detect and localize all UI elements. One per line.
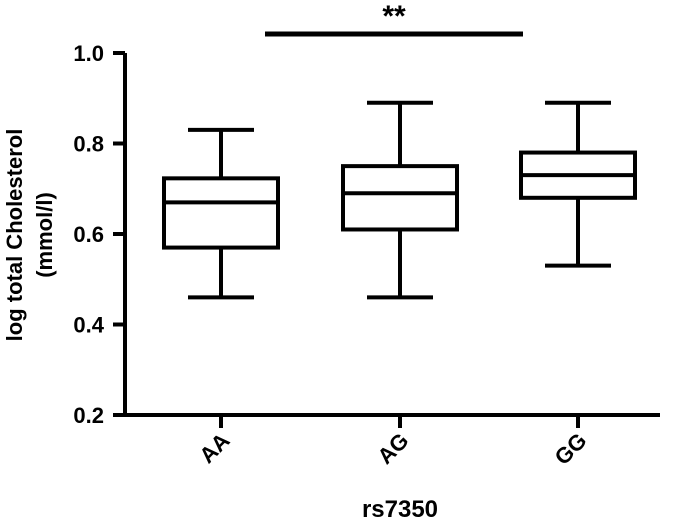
y-tick-label: 0.8 bbox=[73, 132, 104, 157]
y-tick-label: 0.4 bbox=[73, 313, 104, 338]
y-axis-unit-label: (mmol/l) bbox=[32, 192, 57, 278]
y-tick-label: 0.2 bbox=[73, 403, 104, 428]
boxes bbox=[162, 100, 637, 300]
box-aa bbox=[162, 127, 280, 300]
x-tick-label: GG bbox=[550, 428, 592, 470]
x-ticks: AA AG GG bbox=[194, 415, 592, 470]
x-axis-label: rs7350 bbox=[362, 496, 438, 522]
y-ticks: 0.2 0.4 0.6 0.8 1.0 bbox=[73, 41, 125, 428]
significance-annotation: ** bbox=[265, 0, 523, 37]
iqr-box bbox=[341, 164, 459, 232]
y-tick-label: 1.0 bbox=[73, 41, 104, 66]
significance-label: ** bbox=[382, 0, 406, 33]
box-gg bbox=[519, 100, 637, 268]
x-tick-label: AG bbox=[373, 428, 414, 469]
box-ag bbox=[341, 100, 459, 300]
y-axis-label: log total Cholesterol bbox=[2, 129, 27, 342]
y-tick-label: 0.6 bbox=[73, 222, 104, 247]
x-tick-label: AA bbox=[194, 428, 234, 468]
iqr-box bbox=[162, 176, 280, 250]
